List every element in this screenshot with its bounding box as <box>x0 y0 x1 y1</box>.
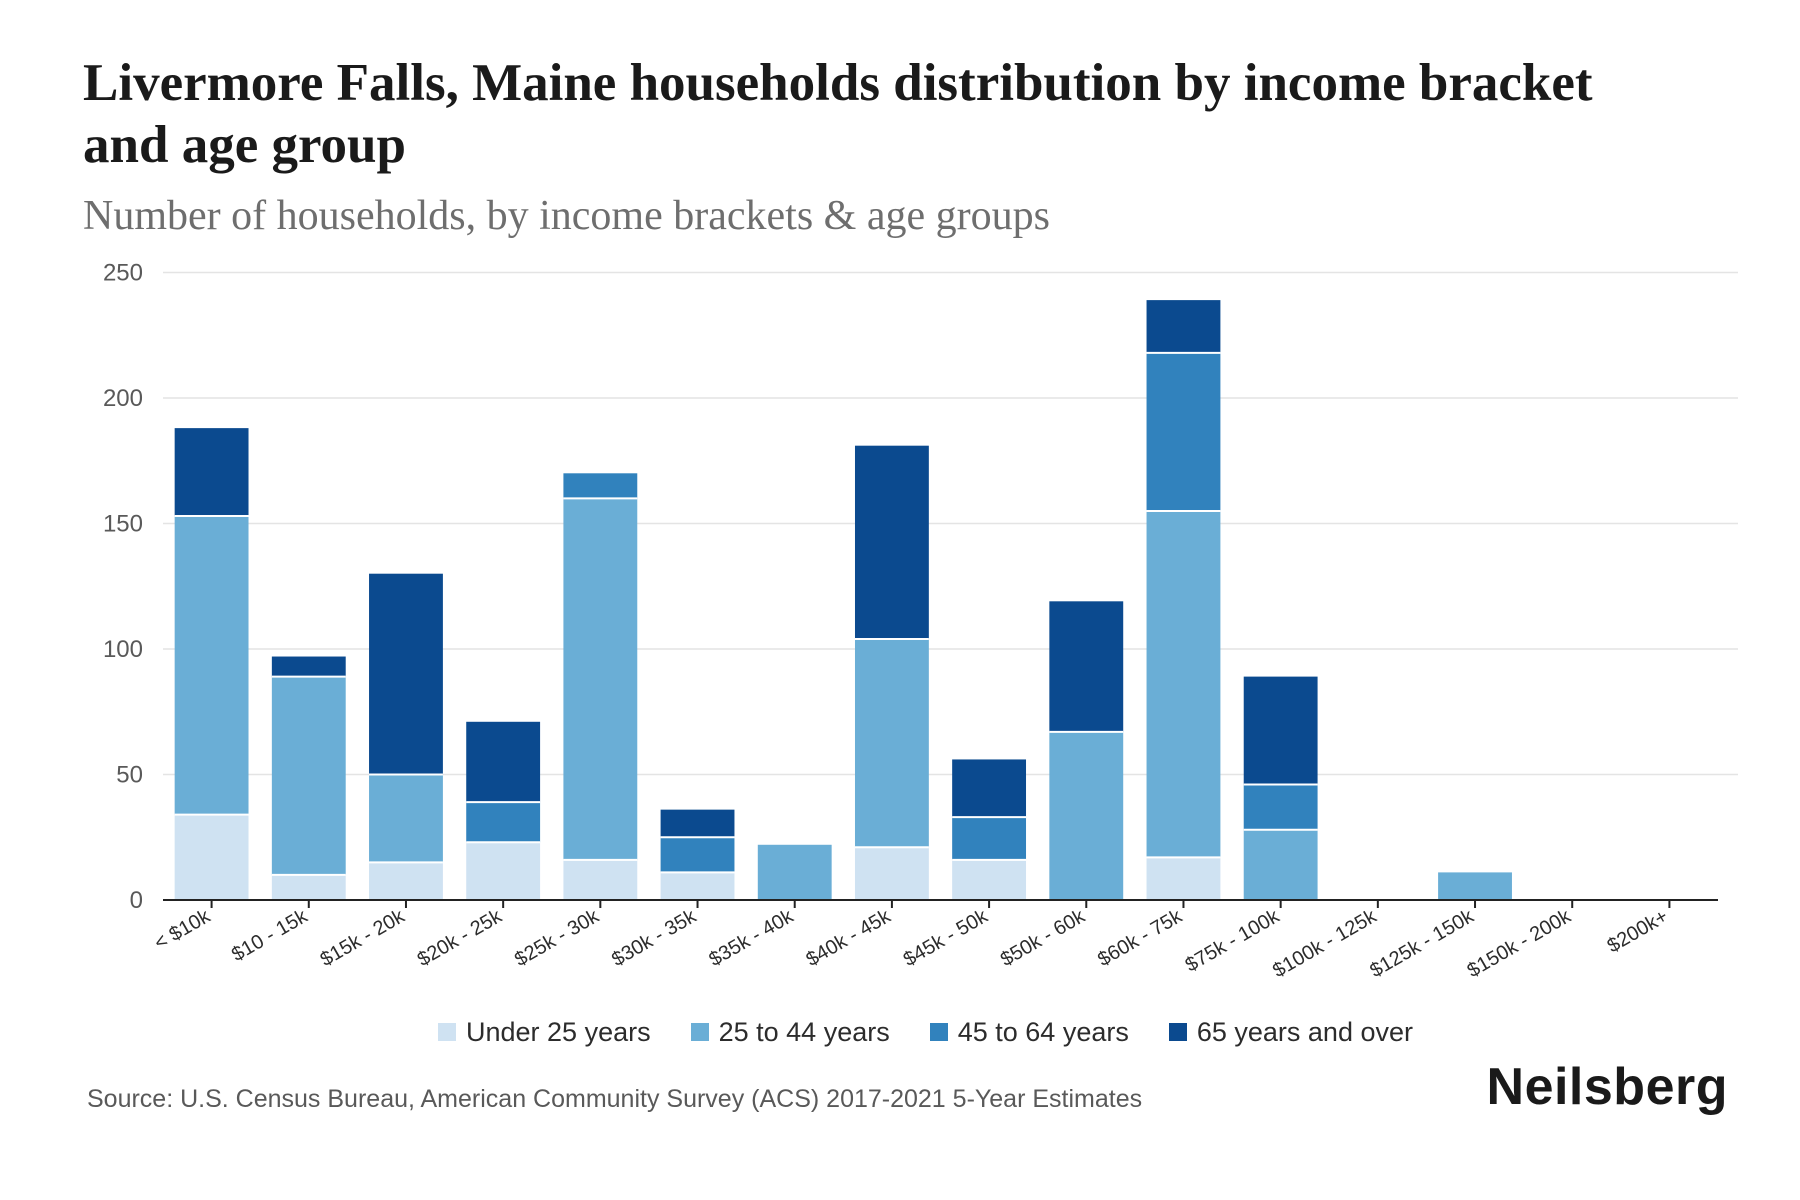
svg-text:150: 150 <box>103 511 143 538</box>
svg-text:0: 0 <box>130 887 143 914</box>
svg-text:$100k - 125k: $100k - 125k <box>1269 905 1381 982</box>
svg-text:$50k - 60k: $50k - 60k <box>997 905 1090 971</box>
svg-text:$10 - 15k: $10 - 15k <box>228 905 312 966</box>
svg-text:$200k+: $200k+ <box>1604 905 1672 957</box>
svg-text:$125k - 150k: $125k - 150k <box>1366 905 1478 982</box>
svg-text:$75k - 100k: $75k - 100k <box>1182 905 1284 977</box>
svg-text:$35k - 40k: $35k - 40k <box>705 905 798 971</box>
svg-text:100: 100 <box>103 636 143 663</box>
svg-text:$60k - 75k: $60k - 75k <box>1094 905 1187 971</box>
svg-text:$25k - 30k: $25k - 30k <box>511 905 604 971</box>
svg-text:< $10k: < $10k <box>151 905 215 955</box>
svg-text:$45k - 50k: $45k - 50k <box>900 905 993 971</box>
svg-text:$150k - 200k: $150k - 200k <box>1464 905 1576 982</box>
svg-text:200: 200 <box>103 385 143 412</box>
svg-text:$40k - 45k: $40k - 45k <box>803 905 896 971</box>
svg-text:$15k - 20k: $15k - 20k <box>317 905 410 971</box>
svg-text:$20k - 25k: $20k - 25k <box>414 905 507 971</box>
svg-text:250: 250 <box>103 260 143 287</box>
svg-text:$30k - 35k: $30k - 35k <box>608 905 701 971</box>
svg-text:50: 50 <box>116 762 143 789</box>
